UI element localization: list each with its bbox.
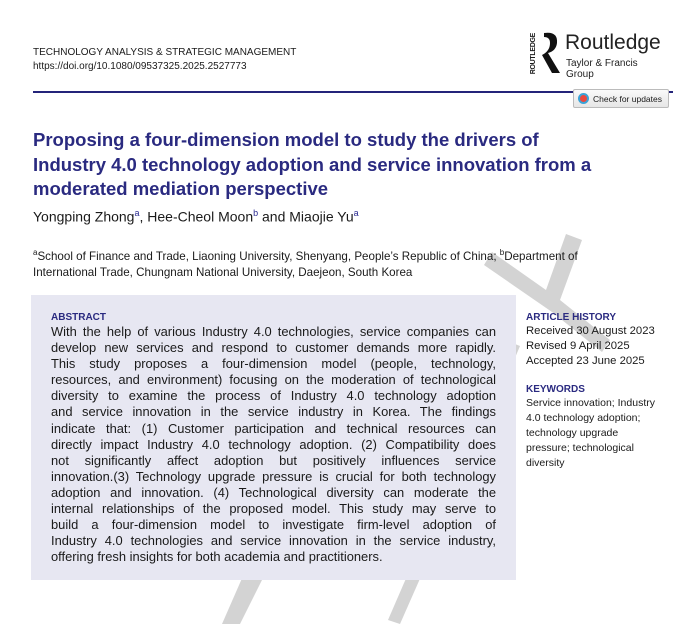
doi-link[interactable]: https://doi.org/10.1080/09537325.2025.25…: [33, 61, 247, 72]
title-line: Industry 4.0 technology adoption and ser…: [33, 153, 592, 175]
title-line: Proposing a four-dimension model to stud…: [33, 129, 539, 150]
affiliations: aSchool of Finance and Trade, Liaoning U…: [33, 245, 578, 281]
abstract-line: adoption and innovation. (4) Technologic…: [51, 484, 496, 500]
journal-header: TECHNOLOGY ANALYSIS & STRATEGIC MANAGEME…: [33, 46, 296, 74]
affiliation-a: School of Finance and Trade, Liaoning Un…: [37, 249, 500, 263]
keywords-heading: KEYWORDS: [526, 384, 585, 396]
keywords-list: Service innovation; Industry 4.0 technolo…: [526, 396, 676, 470]
abstract-line: build a four-dimension model to investig…: [51, 517, 496, 533]
watermark-letter-y: [484, 234, 610, 352]
sidebar: ARTICLE HISTORY Received 30 August 2023 …: [526, 312, 676, 470]
affiliation-mark: a: [33, 248, 38, 257]
logo-spine: ROUTLEDGE: [530, 33, 537, 75]
abstract-line: and service innovation in the service in…: [51, 404, 496, 420]
author-name[interactable]: Miaojie Yu: [289, 208, 354, 225]
received-date: Received 30 August 2023: [526, 325, 655, 337]
affiliation-b: Department of: [504, 249, 578, 263]
accepted-date: Accepted 23 June 2025: [526, 354, 645, 367]
header-rule: [33, 91, 673, 93]
check-for-updates-label: Check for updates: [593, 93, 662, 104]
keyword-line: Service innovation; Industry: [526, 397, 655, 410]
author-name[interactable]: Yongping Zhong: [33, 208, 135, 225]
bookmark-icon: [578, 93, 589, 104]
abstract-line: offering fresh insights for both academi…: [51, 549, 383, 565]
author-list: Yongping Zhonga, Hee-Cheol Moonb and Mia…: [33, 208, 359, 225]
abstract-line: directly impact Industry 4.0 technology …: [51, 436, 496, 452]
routledge-mark-icon: [542, 32, 560, 73]
abstract-line: develop new services and respond to cust…: [51, 340, 496, 356]
affiliation-mark: b: [499, 248, 505, 257]
revised-date: Revised 9 April 2025: [526, 339, 630, 352]
abstract-line: internal relationships of the proposed m…: [51, 501, 496, 517]
affiliation-marker[interactable]: a: [134, 208, 140, 218]
abstract-heading: ABSTRACT: [51, 312, 106, 323]
abstract-line: innovation.(3) Technology upgrade pressu…: [51, 468, 496, 484]
separator: ,: [139, 208, 148, 225]
abstract-line: indicate that: (1) Customer participatio…: [51, 420, 496, 436]
affiliation-marker[interactable]: a: [353, 208, 359, 218]
publisher-group: Taylor & Francis Group: [566, 58, 638, 80]
publisher-name: Routledge: [565, 31, 661, 54]
article-title: Proposing a four-dimension model to stud…: [33, 128, 591, 202]
abstract-box: [31, 295, 516, 580]
abstract-line: not significantly affect adoption but po…: [51, 452, 496, 468]
journal-name: TECHNOLOGY ANALYSIS & STRATEGIC MANAGEME…: [33, 47, 297, 58]
article-history-heading: ARTICLE HISTORY: [526, 312, 617, 323]
abstract-line: diversity to examine the process of Indu…: [51, 388, 496, 404]
abstract-line: This study proposes a four-dimension mod…: [51, 356, 496, 372]
affiliation-marker[interactable]: b: [253, 208, 259, 218]
publisher-logo: ROUTLEDGE Routledge Taylor & Francis Gro…: [530, 31, 665, 80]
author-name[interactable]: Hee-Cheol Moon: [147, 208, 254, 225]
separator: and: [258, 208, 290, 225]
affiliation-b-cont: International Trade, Chungnam National U…: [33, 265, 413, 279]
keyword-line: technology upgrade: [526, 426, 619, 439]
title-line: moderated mediation perspective: [33, 178, 329, 199]
abstract-line: Industry 4.0 technologies and service in…: [51, 533, 496, 549]
abstract-line: resources, and environment) focusing on …: [51, 372, 496, 388]
check-for-updates-button[interactable]: Check for updates: [573, 89, 669, 108]
abstract-body: With the help of various Industry 4.0 te…: [51, 324, 496, 565]
abstract-line: With the help of various Industry 4.0 te…: [51, 324, 496, 339]
keyword-line: diversity: [526, 456, 565, 469]
keyword-line: pressure; technological: [526, 441, 634, 454]
keyword-line: 4.0 technology adoption;: [526, 412, 641, 425]
